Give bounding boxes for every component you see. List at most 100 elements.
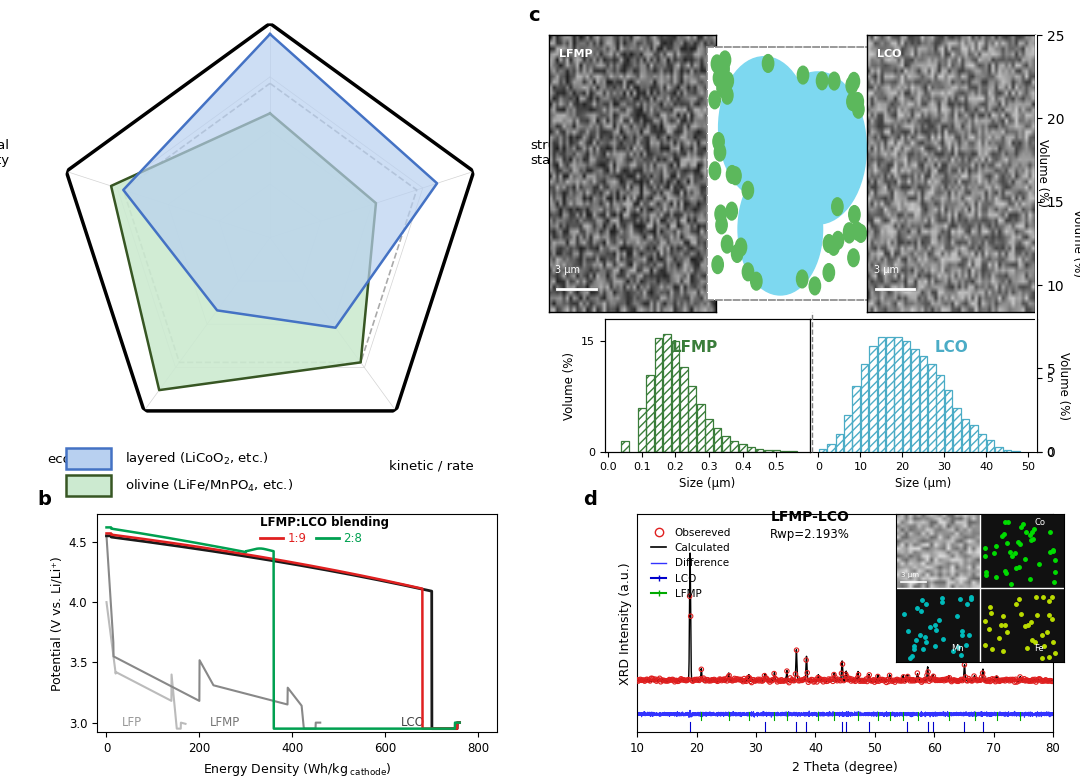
- Bar: [961, 419, 969, 452]
- Obsereved: [717, 672, 734, 685]
- Obsereved: [770, 675, 787, 687]
- Obsereved: [793, 674, 810, 686]
- Obsereved: [714, 673, 731, 686]
- Obsereved: [863, 675, 880, 687]
- Obsereved: [721, 674, 739, 686]
- Obsereved: [927, 674, 944, 686]
- Obsereved: [905, 675, 922, 687]
- Obsereved: [899, 672, 916, 685]
- Obsereved: [970, 674, 987, 686]
- Bar: [764, 449, 772, 452]
- Obsereved: [652, 675, 670, 688]
- Obsereved: [1014, 674, 1031, 686]
- Difference: [1047, 709, 1059, 718]
- Bar: [903, 341, 910, 452]
- Obsereved: [1016, 675, 1034, 687]
- Obsereved: [943, 675, 960, 688]
- Bar: [646, 375, 654, 452]
- Obsereved: [794, 674, 811, 686]
- Obsereved: [1024, 673, 1041, 686]
- Obsereved: [637, 674, 654, 686]
- Bar: [638, 407, 646, 452]
- Bar: [996, 447, 1002, 452]
- Obsereved: [914, 675, 931, 687]
- Obsereved: [940, 672, 957, 685]
- Obsereved: [946, 675, 963, 687]
- Obsereved: [760, 675, 778, 687]
- Obsereved: [822, 673, 839, 686]
- Obsereved: [870, 675, 888, 687]
- Circle shape: [762, 55, 773, 72]
- Obsereved: [962, 674, 980, 686]
- Obsereved: [873, 674, 890, 686]
- Obsereved: [783, 674, 800, 686]
- Obsereved: [664, 673, 681, 686]
- Obsereved: [755, 674, 772, 686]
- Obsereved: [758, 672, 775, 685]
- Obsereved: [1009, 675, 1026, 687]
- Obsereved: [949, 675, 967, 688]
- Text: kinetic / rate: kinetic / rate: [389, 460, 473, 472]
- Text: LCO: LCO: [877, 49, 902, 59]
- Text: c: c: [528, 6, 540, 25]
- Obsereved: [908, 667, 926, 679]
- Obsereved: [853, 674, 870, 686]
- Y-axis label: Volume (%): Volume (%): [563, 351, 576, 420]
- Obsereved: [1025, 675, 1042, 687]
- Circle shape: [710, 162, 720, 180]
- Obsereved: [690, 674, 707, 686]
- Obsereved: [661, 673, 678, 686]
- Bar: [936, 375, 944, 452]
- Obsereved: [654, 675, 672, 687]
- Circle shape: [853, 100, 864, 118]
- Obsereved: [971, 674, 988, 686]
- Circle shape: [721, 235, 732, 253]
- Obsereved: [1027, 676, 1044, 689]
- Obsereved: [877, 674, 894, 686]
- Obsereved: [665, 674, 683, 686]
- Obsereved: [868, 675, 886, 687]
- Obsereved: [919, 665, 936, 678]
- Obsereved: [886, 674, 903, 686]
- Obsereved: [1042, 675, 1059, 687]
- Bar: [819, 449, 826, 452]
- Calculated: [1047, 675, 1059, 685]
- Obsereved: [823, 673, 840, 686]
- Obsereved: [638, 673, 656, 686]
- Obsereved: [795, 673, 812, 686]
- Circle shape: [727, 166, 738, 183]
- Text: Fe: Fe: [1035, 644, 1044, 653]
- Text: 3 μm: 3 μm: [901, 572, 919, 578]
- Legend: Obsereved, Calculated, Difference, LCO, LFMP: Obsereved, Calculated, Difference, LCO, …: [647, 523, 735, 603]
- Obsereved: [766, 668, 783, 680]
- Obsereved: [961, 674, 978, 686]
- Circle shape: [852, 222, 863, 240]
- Obsereved: [791, 675, 808, 687]
- Y-axis label: XRD Intensity (a.u.): XRD Intensity (a.u.): [619, 562, 632, 685]
- Obsereved: [1037, 674, 1054, 686]
- Obsereved: [1005, 673, 1023, 686]
- Obsereved: [837, 668, 854, 681]
- Obsereved: [955, 673, 972, 686]
- Obsereved: [727, 674, 744, 686]
- Obsereved: [670, 675, 687, 688]
- Text: LFMP: LFMP: [672, 340, 718, 355]
- Obsereved: [1002, 673, 1020, 686]
- Obsereved: [677, 674, 694, 686]
- Obsereved: [781, 676, 798, 689]
- Calculated: [787, 676, 800, 686]
- Circle shape: [739, 164, 823, 295]
- Obsereved: [1038, 675, 1055, 687]
- Obsereved: [982, 675, 999, 688]
- Y-axis label: Potential (V vs. Li/Li⁺): Potential (V vs. Li/Li⁺): [51, 556, 64, 690]
- Obsereved: [806, 675, 823, 688]
- Obsereved: [810, 671, 827, 684]
- Text: LCO: LCO: [401, 716, 426, 729]
- FancyBboxPatch shape: [66, 475, 111, 496]
- Obsereved: [732, 673, 750, 686]
- Obsereved: [656, 674, 673, 686]
- Obsereved: [765, 673, 782, 686]
- Obsereved: [723, 674, 740, 686]
- Difference: [631, 710, 644, 719]
- Obsereved: [712, 673, 729, 686]
